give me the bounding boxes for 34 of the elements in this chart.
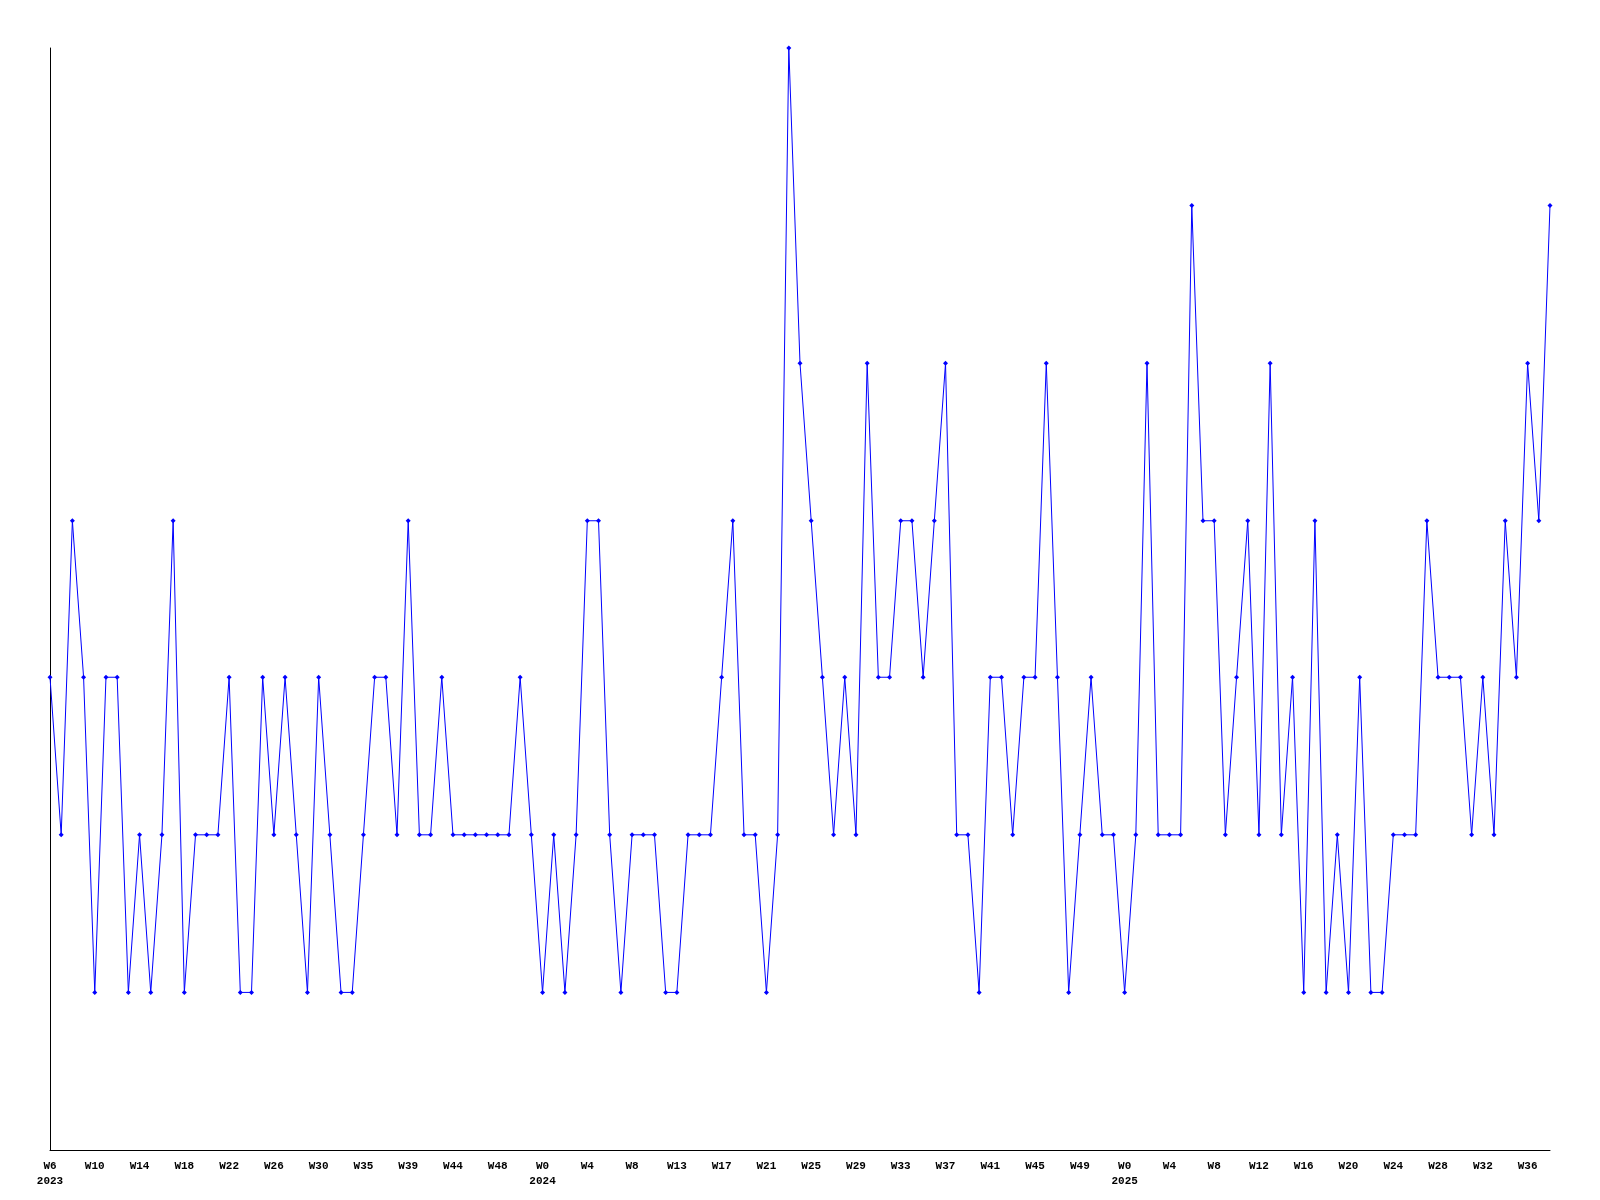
x-tick-label: W32 xyxy=(1472,1159,1493,1172)
x-tick-label: W28 xyxy=(1428,1159,1449,1172)
x-tick-label: W8 xyxy=(1207,1159,1222,1172)
x-tick-label: W25 xyxy=(801,1159,822,1172)
x-tick-label: W26 xyxy=(263,1159,284,1172)
x-tick-label: W8 xyxy=(625,1159,640,1172)
x-tick-label: W4 xyxy=(580,1159,595,1172)
x-tick-label: W36 xyxy=(1517,1159,1538,1172)
x-tick-label: W30 xyxy=(308,1159,329,1172)
x-tick-label: W20 xyxy=(1338,1159,1359,1172)
x-tick-label: W45 xyxy=(1025,1159,1046,1172)
x-tick-label: W13 xyxy=(666,1159,688,1172)
x-tick-label: W16 xyxy=(1293,1159,1314,1172)
x-tick-label: W48 xyxy=(487,1159,509,1172)
x-tick-label: W35 xyxy=(353,1159,374,1172)
x-tick-label: W29 xyxy=(846,1159,866,1172)
x-tick-label: W41 xyxy=(980,1159,1001,1172)
x-tick-label: W4 xyxy=(1162,1159,1177,1172)
x-tick-label: W39 xyxy=(398,1159,419,1172)
x-tick-label: W33 xyxy=(890,1159,912,1172)
x-tick-label: W0 2024 xyxy=(529,1159,557,1187)
x-tick-label: W21 xyxy=(756,1159,777,1172)
x-tick-label: W22 xyxy=(219,1159,240,1172)
x-tick-label: W18 xyxy=(174,1159,195,1172)
x-tick-label: W24 xyxy=(1383,1159,1404,1172)
x-tick-label: W6 2023 xyxy=(36,1159,64,1187)
x-tick-label: W0 2025 xyxy=(1111,1159,1139,1187)
x-tick-label: W12 xyxy=(1249,1159,1269,1172)
x-tick-label: W49 xyxy=(1069,1159,1090,1172)
x-tick-label: W14 xyxy=(129,1159,150,1172)
x-tick-label: W44 xyxy=(443,1159,464,1172)
x-tick-label: W17 xyxy=(711,1159,732,1172)
x-tick-label: W10 xyxy=(84,1159,105,1172)
x-tick-label: W37 xyxy=(935,1159,956,1172)
